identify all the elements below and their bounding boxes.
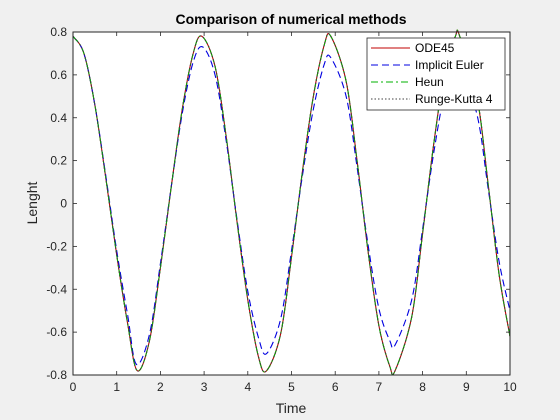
legend-box bbox=[366, 37, 506, 111]
chart-title: Comparison of numerical methods bbox=[175, 11, 406, 27]
legend-label-1: Implicit Euler bbox=[415, 58, 484, 72]
x-tick-label: 4 bbox=[244, 380, 251, 394]
y-tick-label: -0.6 bbox=[46, 325, 67, 339]
ticks-group: 0 1 2 3 4 5 6 7 8 9 10 -0.8 -0.6 -0.4 -0.2 0 0.2 0.4 0.6 0.… bbox=[46, 25, 517, 394]
x-tick-label: 10 bbox=[503, 380, 517, 394]
x-tick-label: 3 bbox=[201, 380, 208, 394]
series-group bbox=[72, 29, 511, 376]
legend-entries: ODE45 Implicit Euler Heun Runge-Kutta 4 bbox=[371, 41, 493, 106]
y-tick-label: -0.2 bbox=[46, 239, 67, 253]
series-line-0 bbox=[72, 29, 511, 376]
y-axis-label: Lenght bbox=[24, 181, 40, 224]
x-tick-label: 2 bbox=[157, 380, 164, 394]
x-tick-label: 6 bbox=[332, 380, 339, 394]
x-tick-label: 0 bbox=[70, 380, 77, 394]
x-tick-label: 8 bbox=[419, 380, 426, 394]
legend-label-0: ODE45 bbox=[415, 41, 455, 55]
series-line-1 bbox=[72, 35, 511, 366]
x-tick-label: 9 bbox=[463, 380, 470, 394]
x-tick-label: 5 bbox=[288, 380, 295, 394]
y-tick-label: -0.8 bbox=[46, 368, 67, 382]
y-tick-label: 0.6 bbox=[50, 68, 67, 82]
y-tick-label: 0.4 bbox=[50, 111, 67, 125]
x-axis-label: Time bbox=[276, 400, 307, 416]
x-tick-label: 7 bbox=[376, 380, 383, 394]
x-tick-label: 1 bbox=[113, 380, 120, 394]
y-tick-label: -0.4 bbox=[46, 282, 67, 296]
legend-label-2: Heun bbox=[415, 75, 444, 89]
y-tick-label: 0 bbox=[60, 197, 67, 211]
y-tick-label: 0.2 bbox=[50, 154, 67, 168]
legend-label-3: Runge-Kutta 4 bbox=[415, 92, 493, 106]
legend: ODE45 Implicit Euler Heun Runge-Kutta 4 bbox=[366, 37, 506, 111]
y-tick-label: 0.8 bbox=[50, 25, 67, 39]
